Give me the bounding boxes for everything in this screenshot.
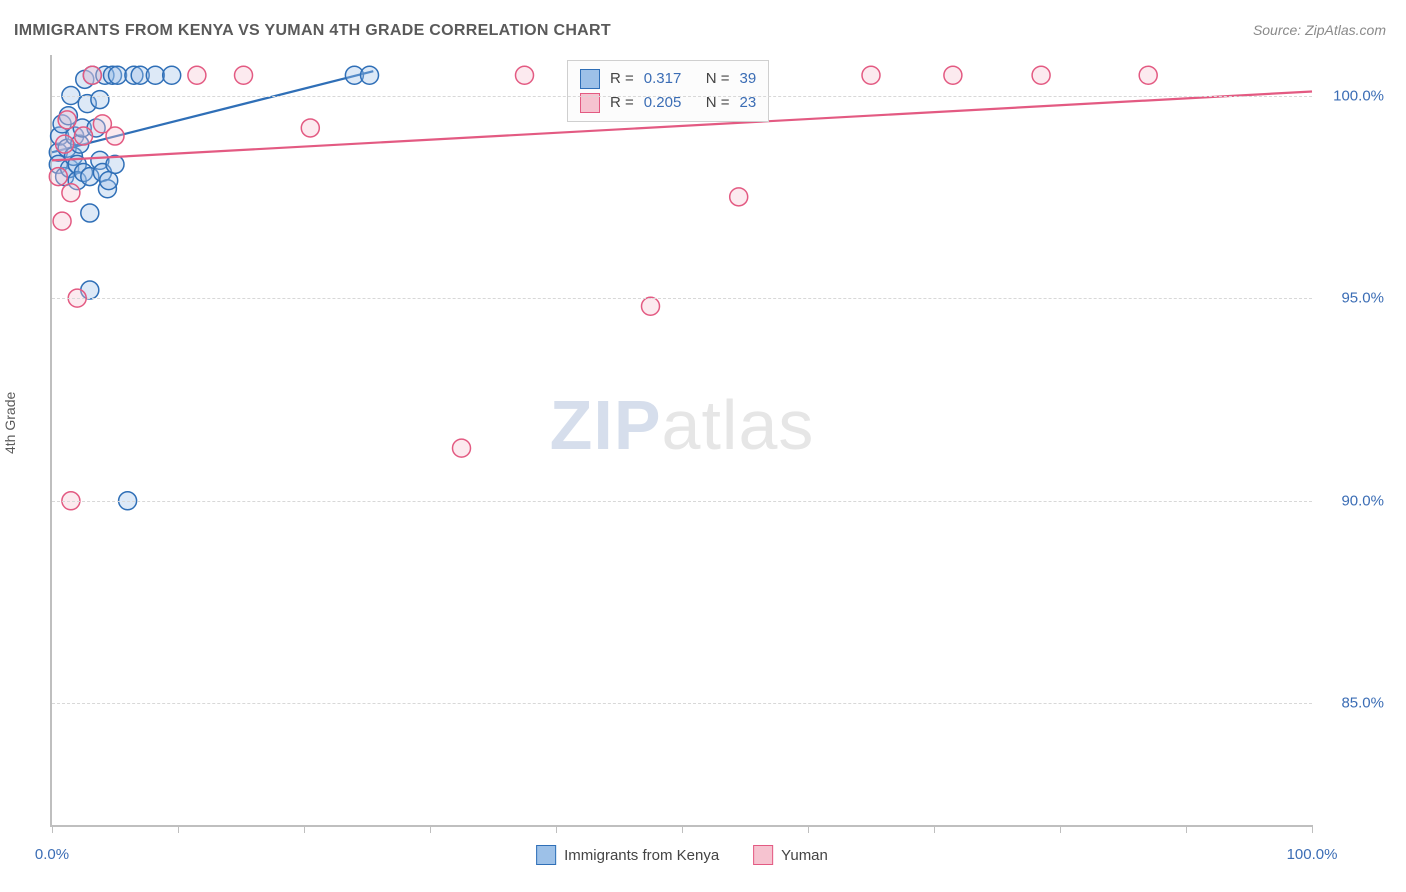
chart-title: IMMIGRANTS FROM KENYA VS YUMAN 4TH GRADE… [14,22,611,40]
data-point [1032,66,1050,84]
gridline-h [52,96,1312,97]
data-point [83,66,101,84]
data-point [188,66,206,84]
legend-swatch-icon [753,845,773,865]
data-point [361,66,379,84]
legend-series-label: Yuman [781,847,828,864]
legend-r-value: 0.317 [644,67,696,91]
data-point [81,204,99,222]
data-point [49,168,67,186]
data-point [730,188,748,206]
data-point [301,119,319,137]
legend-series-item: Immigrants from Kenya [536,845,719,865]
gridline-h [52,298,1312,299]
source-credit: Source: ZipAtlas.com [1253,22,1386,38]
legend-swatch-icon [580,69,600,89]
legend-n-label: N = [706,67,730,91]
data-point [862,66,880,84]
gridline-h [52,501,1312,502]
legend-swatch-icon [536,845,556,865]
data-point [1139,66,1157,84]
x-tick [1312,825,1313,833]
gridline-h [52,703,1312,704]
data-point [146,66,164,84]
y-tick-label: 90.0% [1324,492,1384,509]
data-point [642,297,660,315]
legend-r-label: R = [610,67,634,91]
x-tick-label: 100.0% [1287,846,1338,863]
data-point [516,66,534,84]
y-tick-label: 85.0% [1324,695,1384,712]
x-tick [934,825,935,833]
y-tick-label: 100.0% [1324,87,1384,104]
data-point [53,212,71,230]
x-tick [52,825,53,833]
chart-container: IMMIGRANTS FROM KENYA VS YUMAN 4TH GRADE… [0,0,1406,892]
legend-n-value: 39 [740,67,757,91]
y-axis-label: 4th Grade [2,392,18,454]
chart-svg [52,55,1312,825]
data-point [235,66,253,84]
data-point [453,439,471,457]
x-tick [1186,825,1187,833]
legend-correlation-row: R = 0.317 N = 39 [580,67,756,91]
data-point [75,127,93,145]
x-tick [682,825,683,833]
data-point [58,111,76,129]
x-tick [304,825,305,833]
data-point [56,135,74,153]
data-point [109,66,127,84]
data-point [100,172,118,190]
data-point [163,66,181,84]
data-point [91,91,109,109]
x-tick [1060,825,1061,833]
plot-area: ZIPatlas R =0.317N =39R =0.205N =23 Immi… [50,55,1312,827]
legend-series-item: Yuman [753,845,828,865]
legend-correlation-box: R =0.317N =39R =0.205N =23 [567,60,769,122]
legend-series-label: Immigrants from Kenya [564,847,719,864]
data-point [944,66,962,84]
x-tick [556,825,557,833]
x-tick [178,825,179,833]
x-tick [430,825,431,833]
legend-series: Immigrants from Kenya Yuman [536,845,828,865]
y-tick-label: 95.0% [1324,290,1384,307]
x-tick [808,825,809,833]
x-tick-label: 0.0% [35,846,69,863]
data-point [106,127,124,145]
data-point [62,184,80,202]
